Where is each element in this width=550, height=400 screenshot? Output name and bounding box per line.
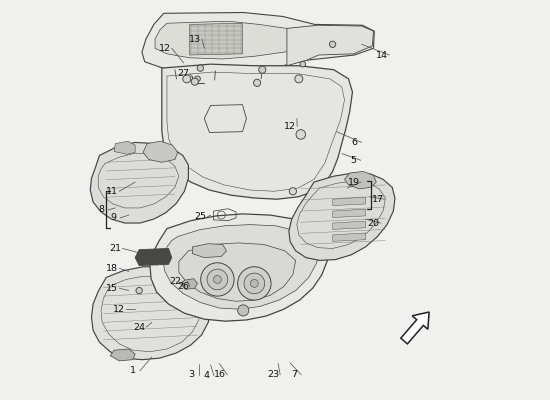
Text: 20: 20 [367, 218, 380, 228]
Circle shape [238, 305, 249, 316]
Text: 19: 19 [348, 178, 360, 187]
Circle shape [250, 280, 258, 287]
Text: 16: 16 [214, 370, 226, 379]
Polygon shape [142, 12, 375, 72]
Polygon shape [91, 267, 211, 360]
Text: 22: 22 [169, 277, 181, 286]
Polygon shape [333, 197, 366, 206]
Text: 12: 12 [113, 305, 125, 314]
Text: 26: 26 [177, 282, 189, 291]
Polygon shape [333, 221, 366, 229]
Polygon shape [114, 141, 135, 154]
Text: 8: 8 [98, 206, 104, 214]
Text: 6: 6 [351, 138, 358, 147]
Text: 7: 7 [291, 370, 297, 379]
Polygon shape [110, 349, 135, 361]
Circle shape [238, 267, 271, 300]
Text: 3: 3 [189, 370, 195, 379]
Text: 27: 27 [177, 69, 189, 78]
Text: 12: 12 [284, 122, 296, 131]
Polygon shape [190, 23, 243, 55]
Polygon shape [143, 141, 178, 162]
Text: 12: 12 [158, 44, 170, 53]
Polygon shape [155, 21, 324, 59]
Circle shape [213, 276, 221, 284]
Polygon shape [135, 248, 172, 266]
Circle shape [136, 287, 142, 294]
Circle shape [191, 78, 199, 85]
Text: 13: 13 [189, 35, 201, 44]
Text: 21: 21 [109, 244, 122, 253]
Circle shape [207, 269, 228, 290]
Text: 14: 14 [376, 50, 388, 60]
Circle shape [329, 41, 336, 48]
Polygon shape [179, 243, 296, 301]
Circle shape [289, 188, 296, 195]
Text: 4: 4 [204, 371, 210, 380]
Polygon shape [289, 173, 395, 260]
Circle shape [295, 75, 303, 83]
Circle shape [254, 79, 261, 86]
Polygon shape [90, 142, 189, 223]
FancyArrow shape [401, 312, 429, 344]
Text: 25: 25 [194, 212, 206, 221]
Text: 5: 5 [351, 156, 356, 165]
Polygon shape [150, 214, 330, 321]
Text: 9: 9 [110, 213, 116, 222]
Text: 11: 11 [106, 187, 118, 196]
Polygon shape [333, 233, 366, 241]
Circle shape [296, 130, 306, 139]
Polygon shape [192, 244, 227, 258]
Polygon shape [287, 25, 373, 66]
Polygon shape [163, 225, 320, 309]
Circle shape [201, 263, 234, 296]
Circle shape [183, 75, 191, 83]
Polygon shape [180, 279, 197, 289]
Polygon shape [167, 278, 184, 289]
Text: 15: 15 [106, 284, 118, 293]
Text: 17: 17 [371, 195, 383, 204]
Circle shape [197, 65, 204, 71]
Text: 1: 1 [130, 366, 136, 375]
Text: 23: 23 [267, 370, 279, 379]
Circle shape [244, 273, 265, 294]
Circle shape [300, 61, 306, 67]
Polygon shape [162, 64, 353, 199]
Text: 18: 18 [106, 264, 118, 273]
Circle shape [258, 66, 266, 73]
Polygon shape [333, 209, 366, 218]
Text: 24: 24 [133, 323, 145, 332]
Circle shape [195, 76, 200, 82]
Polygon shape [344, 171, 376, 189]
